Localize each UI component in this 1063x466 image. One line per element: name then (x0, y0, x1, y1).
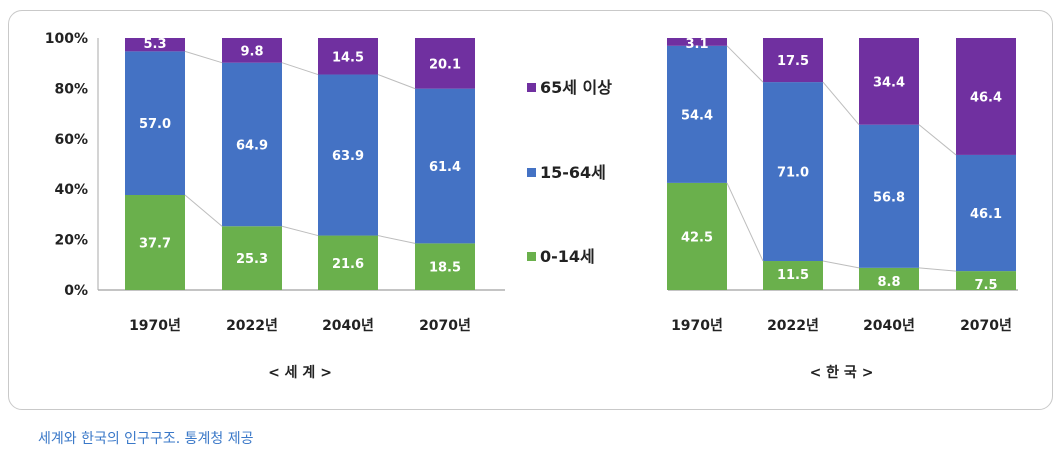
x-tick-label: 2022년 (226, 318, 278, 334)
data-label: 61.4 (429, 160, 461, 175)
series-connector (822, 81, 860, 126)
data-label: 71.0 (777, 166, 809, 181)
bar-segment (222, 62, 282, 227)
bar-segment (956, 38, 1016, 155)
data-label: 63.9 (332, 149, 364, 164)
series-connector (377, 74, 416, 90)
data-label: 46.1 (970, 207, 1002, 222)
bar-segment (763, 38, 823, 83)
series-connector (918, 124, 957, 156)
data-label: 11.5 (777, 268, 809, 283)
series-connector (726, 45, 764, 83)
x-tick-label: 1970년 (671, 318, 723, 334)
x-tick-label: 2040년 (322, 318, 374, 334)
bar-segment (763, 261, 823, 290)
panel-subtitle: < 세 계 > (268, 365, 332, 381)
chart-canvas: 0% 20% 40% 60% 80% 100% 37.7 57.0 5.3 1970년 25.3 64… (45, 31, 1018, 381)
bar-segment (859, 267, 919, 290)
data-label: 3.1 (685, 37, 708, 52)
y-tick-label: 80% (54, 81, 88, 97)
series-connector (822, 260, 860, 269)
y-tick-label: 60% (54, 132, 88, 148)
data-label: 21.6 (332, 257, 364, 272)
bar-segment (667, 182, 727, 290)
data-label: 34.4 (873, 75, 905, 90)
bar-segment (415, 88, 475, 244)
y-tick-label: 20% (54, 233, 88, 249)
legend-label: 15-64세 (540, 163, 606, 182)
x-tick-label: 2040년 (863, 318, 915, 334)
bar-segment (415, 243, 475, 290)
legend-label: 0-14세 (540, 247, 595, 266)
legend-swatch (527, 83, 536, 92)
series-connector (281, 225, 319, 237)
figure-caption: 세계와 한국의 인구구조. 통계청 제공 (38, 431, 254, 447)
series-connector (184, 194, 223, 227)
data-label: 64.9 (236, 138, 268, 153)
data-label: 54.4 (681, 108, 713, 123)
bar-segment (318, 235, 378, 290)
legend-swatch (527, 252, 536, 261)
data-label: 17.5 (777, 54, 809, 69)
bar-segment (763, 82, 823, 262)
data-label: 42.5 (681, 230, 713, 245)
series-connector (377, 235, 416, 244)
legend-swatch (527, 168, 536, 177)
bar-segment (667, 38, 727, 46)
data-label: 18.5 (429, 261, 461, 276)
bar-segment (415, 38, 475, 89)
data-label: 57.0 (139, 117, 171, 132)
bar-segment (956, 271, 1016, 290)
x-tick-label: 2070년 (419, 318, 471, 334)
x-tick-label: 2022년 (767, 318, 819, 334)
x-tick-label: 2070년 (960, 318, 1012, 334)
y-tick-label: 40% (54, 182, 88, 198)
series-connector (918, 267, 957, 272)
y-tick-label: 100% (45, 31, 88, 47)
bar-segment (222, 226, 282, 290)
data-label: 25.3 (236, 252, 268, 267)
series-connector (281, 62, 319, 76)
bar-segment (222, 38, 282, 63)
panel-subtitle: < 한 국 > (810, 365, 874, 381)
data-label: 14.5 (332, 50, 364, 65)
bar-segment (125, 51, 185, 195)
bar-segment (125, 38, 185, 52)
bar-segment (318, 38, 378, 75)
bar-segment (956, 154, 1016, 272)
x-tick-label: 1970년 (129, 318, 181, 334)
y-tick-label: 0% (64, 283, 88, 299)
legend-label: 65세 이상 (540, 78, 612, 97)
data-label: 46.4 (970, 90, 1002, 105)
bar-segment (125, 194, 185, 290)
data-label: 5.3 (143, 37, 166, 52)
data-label: 56.8 (873, 190, 905, 205)
bar-segment (667, 45, 727, 183)
data-label: 8.8 (877, 275, 900, 290)
bar-segment (318, 74, 378, 236)
bar-segment (859, 38, 919, 125)
data-label: 37.7 (139, 236, 171, 251)
data-label: 7.5 (974, 278, 997, 293)
series-connector (184, 50, 223, 64)
data-label: 9.8 (240, 44, 263, 59)
series-connector (726, 182, 764, 262)
bar-segment (859, 124, 919, 268)
data-label: 20.1 (429, 57, 461, 72)
